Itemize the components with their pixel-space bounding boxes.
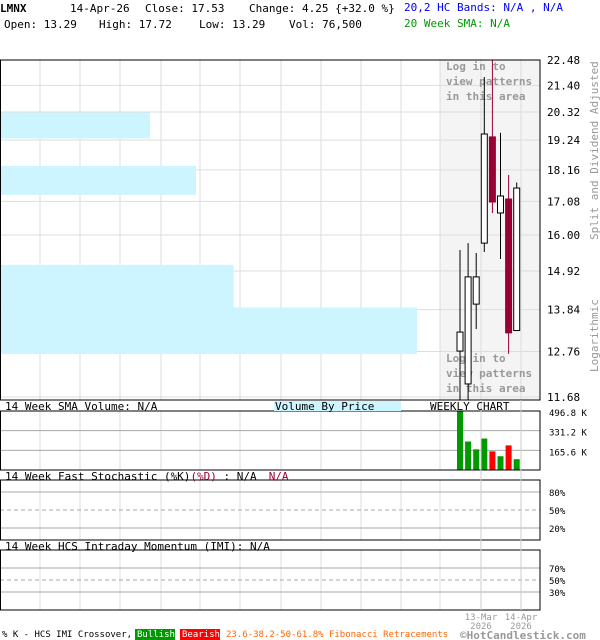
fib-label: 23.6-38.2-50-61.8% Fibonacci Retracement… (226, 630, 448, 640)
y-tick-label: 11.68 (547, 391, 580, 404)
volume-sma-label: 14 Week SMA Volume: N/A (5, 400, 158, 413)
watermark-text: view patterns (446, 75, 532, 88)
y-tick-label: 12.76 (547, 345, 580, 358)
stoch-d-label: (%D) (190, 470, 217, 483)
y-tick-label: 21.40 (547, 79, 580, 92)
volume-bar (457, 411, 463, 470)
watermark-text: view patterns (446, 367, 532, 380)
open: Open: 13.29 (4, 18, 77, 31)
stoch-line: 14 Week Fast Stochastic (%K)(%D) : N/A N/… (5, 470, 289, 483)
pattern-area (440, 60, 540, 400)
bullish-candle (480, 133, 488, 244)
osc-tick-label: 70% (549, 565, 566, 575)
vbp-bar (0, 264, 234, 308)
weekly-chart-label: WEEKLY CHART (430, 400, 510, 413)
volume-bar (465, 441, 472, 470)
price-frame (0, 59, 541, 401)
vbp-bar (0, 112, 151, 139)
watermark-text: in this area (446, 90, 525, 103)
x-tick-year: 2026 (470, 622, 492, 632)
bearish-candle (488, 136, 496, 203)
vol: Vol: 76,500 (289, 18, 362, 31)
stoch-d-value: N/A (269, 470, 289, 483)
volume-panel: 496.8 K 331.2 K 165.6 K (0, 409, 588, 471)
bullish-candle (513, 187, 521, 332)
x-tick-label: 14-Apr (505, 613, 538, 623)
y-tick-label: 16.00 (547, 229, 580, 242)
hc-bands: 20,2 HC Bands: N/A , N/A (404, 1, 563, 14)
bearish-candle (505, 198, 513, 334)
volume-bar (489, 451, 496, 470)
y-tick-label: 18.16 (547, 164, 580, 177)
bullish-candle (472, 276, 480, 305)
volume-bar (505, 445, 512, 470)
bullish-candle (464, 276, 472, 385)
watermark-text: in this area (446, 382, 525, 395)
osc-tick-label: 80% (549, 489, 566, 499)
change: Change: 4.25 {+32.0 %} (249, 2, 395, 15)
brand-logo[interactable]: ©HotCandlestick.com (460, 629, 586, 640)
bearish-label: Bearish (182, 630, 220, 640)
volume-tick-label: 165.6 K (549, 448, 588, 458)
stoch-label: 14 Week Fast Stochastic (%K) (5, 470, 190, 483)
y-tick-label: 13.84 (547, 304, 580, 317)
osc-tick-label: 50% (549, 507, 566, 517)
osc-tick-label: 30% (549, 589, 566, 599)
crossover-label: % K - HCS IMI Crossover, (2, 630, 132, 640)
stoch-value: : N/A (217, 470, 257, 483)
x-tick-label: 13-Mar (465, 613, 498, 623)
bullish-label: Bullish (137, 630, 175, 640)
vbp-label-bg (274, 401, 401, 411)
sma-20: 20 Week SMA: N/A (404, 17, 510, 30)
osc-frame (0, 479, 541, 541)
volume-bar (473, 449, 480, 470)
bullish-badge (135, 629, 175, 640)
bearish-badge (180, 629, 220, 640)
volume-tick-label: 331.2 K (549, 429, 588, 439)
bullish-candle (497, 195, 504, 214)
side-label-adjusted: Split and Dividend Adjusted (588, 61, 600, 240)
bullish-candle (456, 331, 464, 352)
y-tick-label: 19.24 (547, 134, 580, 147)
vbp-bar (0, 165, 196, 195)
osc-tick-label: 20% (549, 525, 566, 535)
y-tick-label: 22.48 (547, 54, 580, 67)
osc-tick-label: 50% (549, 577, 566, 587)
date: 14-Apr-26 (70, 2, 130, 15)
symbol: LMNX (0, 2, 27, 15)
high: High: 17.72 (99, 18, 172, 31)
watermark-text: Log in to (446, 352, 506, 365)
watermark-text: Log in to (446, 60, 506, 73)
y-tick-label: 20.32 (547, 106, 580, 119)
vbp-bar (0, 307, 417, 354)
volume-tick-label: 496.8 K (549, 409, 588, 419)
close: Close: 17.53 (145, 2, 224, 15)
volume-bar (513, 459, 520, 470)
side-label-log: Logarithmic (588, 299, 600, 372)
price-panel: 22.48 21.40 20.32 19.24 18.16 17.08 16.00 14.92… (0, 54, 600, 404)
osc-frame (0, 549, 541, 611)
y-tick-label: 14.92 (547, 265, 580, 278)
x-tick-year: 2026 (510, 622, 532, 632)
volume-bar (497, 456, 504, 470)
vbp-label: Volume By Price (275, 400, 374, 413)
volume-frame (0, 410, 541, 471)
y-tick-label: 17.08 (547, 195, 580, 208)
imi-label: 14 Week HCS Intraday Momentum (IMI): N/A (5, 540, 270, 553)
volume-bar (481, 438, 488, 470)
low: Low: 13.29 (199, 18, 265, 31)
